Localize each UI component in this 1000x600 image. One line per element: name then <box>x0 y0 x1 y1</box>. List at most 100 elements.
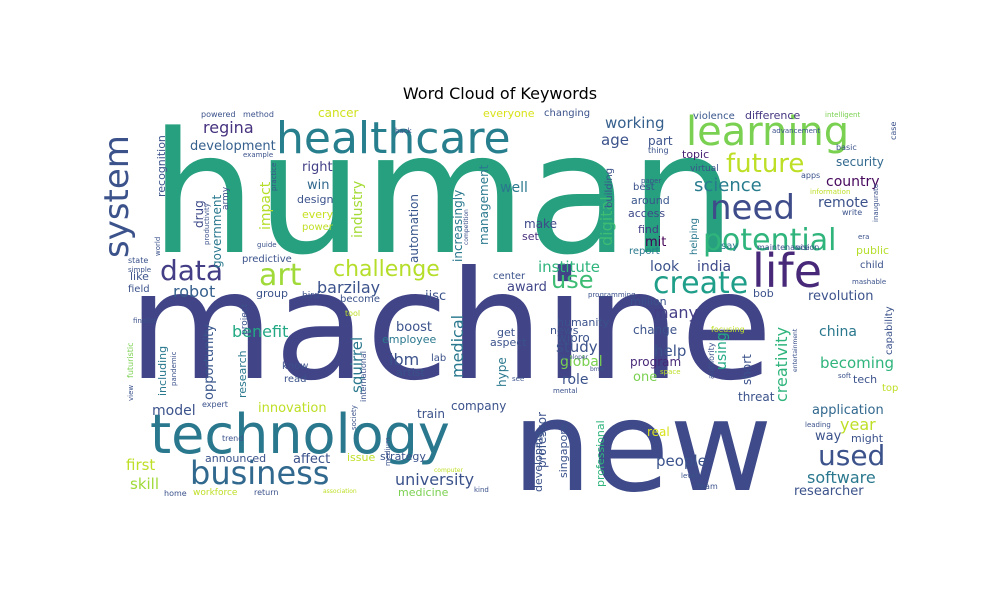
word-workforce: workforce <box>193 488 238 498</box>
word-benefit: benefit <box>232 322 288 341</box>
word-tech: tech <box>853 373 877 386</box>
word-application: application <box>812 403 884 418</box>
word-see: see <box>512 375 524 383</box>
word-country: country <box>826 174 880 190</box>
word-basic: basic <box>836 143 857 152</box>
word-paper: paper <box>641 177 661 185</box>
word-people: people <box>656 452 707 470</box>
word-robot: robot <box>173 282 215 301</box>
word-society: society <box>350 405 358 430</box>
word-case: case <box>889 122 898 140</box>
word-get: get <box>497 326 516 339</box>
word-management: management <box>477 164 491 245</box>
word-every: every <box>302 208 334 221</box>
word-intelligent: intelligent <box>825 111 860 119</box>
word-first: first <box>126 456 155 474</box>
word-futuristic: futuristic <box>126 342 135 378</box>
word-learning: learning <box>686 109 849 155</box>
word-violence: violence <box>693 111 735 122</box>
word-researcher: researcher <box>794 484 864 499</box>
word-might: might <box>851 432 884 445</box>
word-powered: powered <box>201 110 236 119</box>
word-way: way <box>815 429 842 444</box>
word-issue: issue <box>347 451 375 464</box>
word-age: age <box>601 131 629 149</box>
word-topic: topic <box>682 148 709 161</box>
word-inaugurate: inaugurate <box>872 184 880 222</box>
word-short: short <box>740 354 754 385</box>
word-difference: difference <box>745 109 800 122</box>
word-train: train <box>417 407 445 421</box>
word-wipro: wipro <box>557 331 590 345</box>
word-find: find <box>638 223 659 236</box>
word-system: system <box>97 135 137 258</box>
word-challenge: challenge <box>333 257 440 282</box>
word-data: data <box>160 254 223 287</box>
word-maintenance: maintenance <box>757 243 809 252</box>
word-technology: technology <box>150 403 450 466</box>
word-practice: practice <box>270 163 278 191</box>
word-medical: medical <box>448 315 467 378</box>
word-part: part <box>648 134 673 148</box>
word-announced: announced <box>205 452 266 465</box>
word-home: home <box>164 489 187 498</box>
word-project: project <box>240 303 250 335</box>
word-tool: tool <box>345 309 360 318</box>
word-field: field <box>128 284 150 295</box>
word-study: study <box>556 338 598 356</box>
word-mashable: mashable <box>852 278 886 286</box>
word-pandemic: pandemic <box>170 351 178 386</box>
word-creativity: creativity <box>772 327 791 402</box>
word-squirrel: squirrel <box>348 337 366 393</box>
word-expert: expert <box>202 400 228 409</box>
word-center: center <box>493 271 526 282</box>
word-mental: mental <box>553 387 578 395</box>
word-automation: automation <box>407 194 421 263</box>
word-mit: mit <box>645 235 666 250</box>
word-future: future <box>726 149 804 179</box>
word-singapore: singapore <box>557 424 570 478</box>
word-drug: drug <box>192 200 206 228</box>
word-working: working <box>605 114 665 132</box>
word-set: set <box>522 230 539 243</box>
word-make: make <box>524 217 557 231</box>
word-write: write <box>842 208 862 217</box>
word-artist: artist <box>396 366 425 379</box>
word-one: one <box>633 370 657 385</box>
word-around: around <box>631 194 670 207</box>
word-leading: leading <box>805 421 831 429</box>
word-medicine: medicine <box>398 486 449 499</box>
word-advancement: advancement <box>772 127 820 135</box>
word-level: level <box>681 472 698 480</box>
word-back: back <box>395 127 413 135</box>
word-everyone: everyone <box>483 107 535 120</box>
word-thing: thing <box>648 146 669 155</box>
word-human: human <box>150 96 736 292</box>
word-create: create <box>653 266 748 301</box>
word-developing: developing <box>532 431 545 492</box>
word-win: win <box>307 178 329 193</box>
word-capability: capability <box>884 306 895 355</box>
word-global: global <box>560 354 603 370</box>
word-trend: trend <box>222 434 243 443</box>
word-changing: changing <box>544 108 590 119</box>
word-access: access <box>628 207 665 220</box>
word-focusing: focusing <box>711 325 745 334</box>
word-many: many <box>653 303 698 322</box>
word-institute: institute <box>538 258 600 276</box>
word-public: public <box>856 244 889 257</box>
word-art: art <box>259 258 302 293</box>
word-building: building <box>604 168 615 208</box>
word-research: research <box>236 350 249 398</box>
word-lab: lab <box>431 353 446 364</box>
word-army: army <box>221 186 231 210</box>
word-million: million <box>630 295 667 308</box>
word-iisc: iisc <box>425 289 446 304</box>
word-era: era <box>858 233 869 241</box>
word-role: role <box>562 372 589 388</box>
word-become: become <box>340 294 380 305</box>
word-strategy: strategy <box>380 450 426 463</box>
word-opportunity: opportunity <box>202 324 217 400</box>
word-humanity: humanity <box>557 316 610 329</box>
